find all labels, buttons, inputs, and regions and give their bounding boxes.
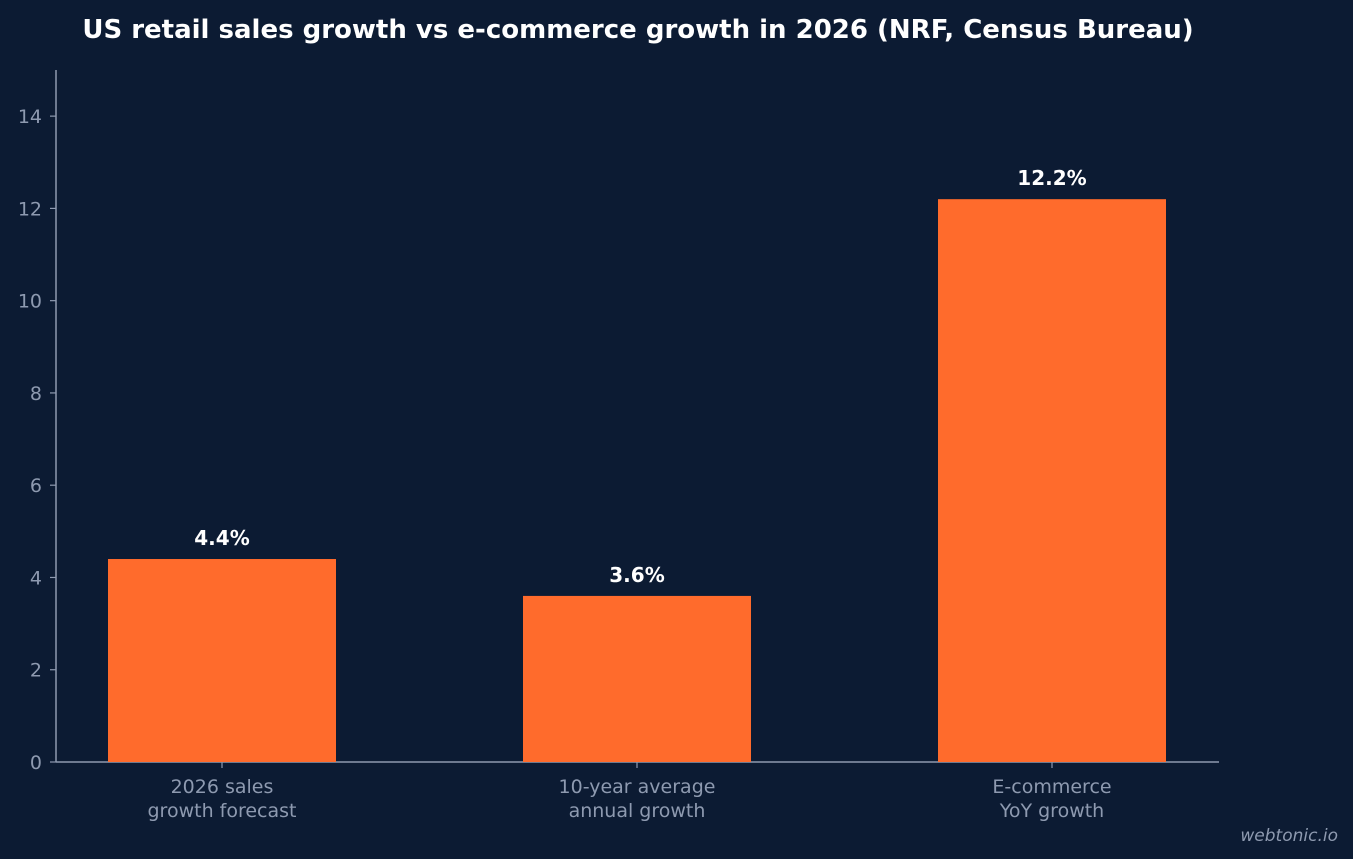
watermark: webtonic.io (1240, 826, 1338, 846)
y-tick-label: 12 (18, 198, 42, 220)
y-tick-label: 2 (30, 660, 42, 682)
x-tick-label: annual growth (569, 800, 706, 822)
x-tick-label: 2026 sales (171, 776, 274, 798)
y-tick-label: 0 (30, 752, 42, 774)
data-label: 12.2% (1017, 166, 1086, 190)
y-tick-label: 14 (18, 106, 42, 128)
y-tick-label: 4 (30, 567, 42, 589)
bar (108, 559, 336, 762)
bar (523, 595, 751, 762)
x-tick-label: growth forecast (148, 800, 297, 822)
x-tick-label: 10-year average (559, 776, 716, 798)
x-tick-label: E-commerce (992, 776, 1111, 798)
chart-title: US retail sales growth vs e-commerce gro… (82, 15, 1193, 45)
chart-bars (108, 199, 1166, 762)
y-tick-label: 10 (18, 291, 42, 313)
bar (938, 199, 1166, 762)
data-label: 3.6% (609, 563, 664, 587)
y-tick-label: 6 (30, 475, 42, 497)
x-tick-label: YoY growth (999, 800, 1104, 822)
y-tick-label: 8 (30, 383, 42, 405)
data-label: 4.4% (194, 526, 249, 550)
